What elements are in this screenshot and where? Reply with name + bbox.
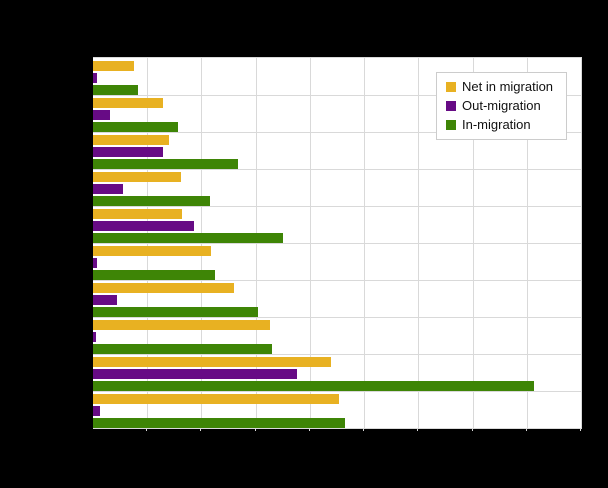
bar: [93, 406, 101, 416]
bar: [93, 258, 98, 268]
legend-label: Out-migration: [462, 98, 541, 113]
bar-group: [93, 354, 581, 391]
horizontal-gridline: [93, 95, 581, 96]
bar: [93, 418, 346, 428]
bar: [93, 61, 135, 71]
x-axis-tick: [471, 428, 473, 431]
bar: [93, 85, 139, 95]
horizontal-gridline: [93, 354, 581, 355]
horizontal-gridline: [93, 243, 581, 244]
bar: [93, 110, 111, 120]
x-axis-tick: [417, 428, 419, 431]
legend-label: In-migration: [462, 117, 531, 132]
bar: [93, 295, 118, 305]
bar-group: [93, 280, 581, 317]
bar-series-container: [93, 58, 581, 428]
bar: [93, 369, 297, 379]
bar-group: [93, 58, 581, 95]
bar: [93, 172, 181, 182]
bar-group: [93, 169, 581, 206]
horizontal-gridline: [93, 280, 581, 281]
bar-group: [93, 132, 581, 169]
horizontal-gridline: [93, 317, 581, 318]
legend-swatch-icon: [446, 82, 456, 92]
bar-group: [93, 391, 581, 428]
horizontal-gridline: [93, 206, 581, 207]
bar: [93, 332, 96, 342]
bar: [93, 357, 332, 367]
bar: [93, 221, 195, 231]
bar: [93, 394, 340, 404]
bar: [93, 159, 238, 169]
bar: [93, 320, 271, 330]
horizontal-gridline: [93, 391, 581, 392]
legend-item: Net in migration: [446, 79, 561, 95]
bar: [93, 196, 210, 206]
bar: [93, 209, 183, 219]
legend-label: Net in migration: [462, 79, 554, 94]
bar: [93, 270, 215, 280]
bar-group: [93, 243, 581, 280]
legend: Net in migration Out-migration In-migratio…: [436, 72, 567, 140]
x-axis-tick: [308, 428, 310, 431]
horizontal-gridline: [93, 169, 581, 170]
bar: [93, 135, 169, 145]
bar: [93, 184, 124, 194]
legend-swatch-icon: [446, 120, 456, 130]
bar: [93, 147, 163, 157]
bar: [93, 98, 164, 108]
x-axis-tick: [525, 428, 527, 431]
legend-item: In-migration: [446, 117, 561, 133]
bar: [93, 233, 284, 243]
bar: [93, 344, 273, 354]
x-axis-tick: [363, 428, 365, 431]
bar: [93, 246, 211, 256]
x-axis-tick: [254, 428, 256, 431]
legend-item: Out-migration: [446, 98, 561, 114]
bar: [93, 307, 258, 317]
bar-group: [93, 95, 581, 132]
horizontal-gridline: [93, 132, 581, 133]
plot-area: Net in migration Out-migration In-migratio…: [93, 57, 582, 431]
x-axis-tick: [580, 428, 581, 431]
bar: [93, 122, 179, 132]
bar-group: [93, 317, 581, 354]
bar-group: [93, 206, 581, 243]
legend-swatch-icon: [446, 101, 456, 111]
x-axis-tick: [200, 428, 202, 431]
bar: [93, 381, 535, 391]
x-axis-tick: [146, 428, 148, 431]
bar: [93, 73, 97, 83]
bar: [93, 283, 234, 293]
